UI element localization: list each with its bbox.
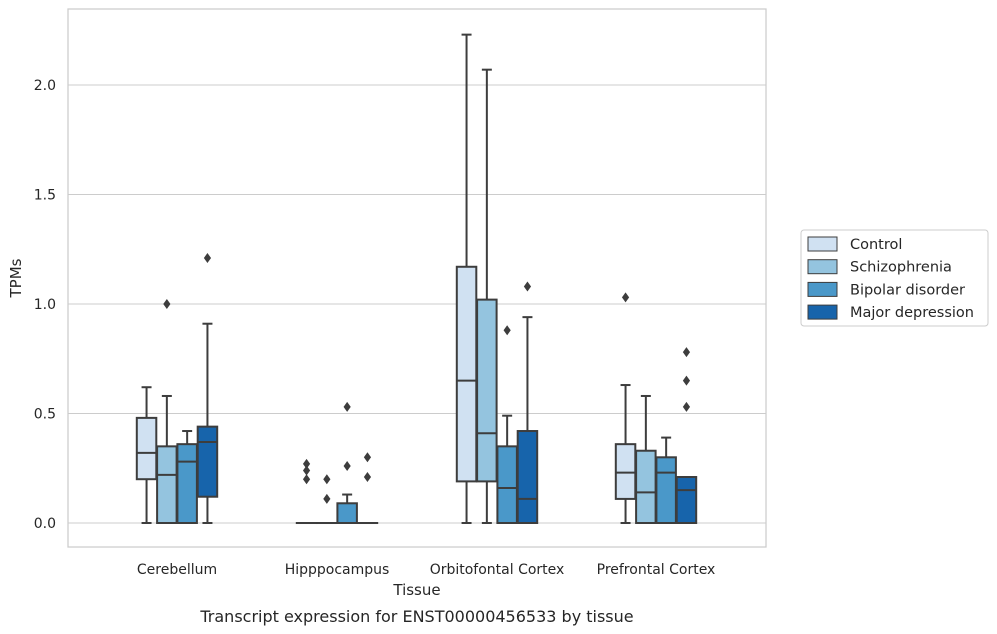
x-tick-label: Hipppocampus [285, 562, 390, 578]
legend-swatch [807, 236, 838, 252]
box-schizophrenia [476, 68, 498, 524]
outlier-point [523, 281, 532, 292]
legend-label: Schizophrenia [850, 260, 952, 276]
outlier-point [343, 461, 351, 472]
box-bipolar-disorder [655, 436, 677, 524]
box-body [196, 425, 219, 498]
x-axis-label: Tissue [392, 581, 440, 599]
outlier-point [203, 253, 212, 264]
box-control [295, 458, 318, 525]
legend-frame [800, 229, 989, 327]
x-tick-label: Orbitofontal Cortex [430, 562, 565, 578]
outlier-point [302, 458, 311, 469]
box-body [135, 416, 158, 481]
box-major-depression [356, 452, 379, 525]
box-body [176, 443, 198, 524]
box-control [614, 292, 637, 524]
box-bipolar-disorder [336, 401, 358, 525]
box-schizophrenia [156, 299, 178, 525]
box-bipolar-disorder [496, 325, 518, 525]
outlier-point [302, 465, 311, 476]
x-tick-labels: Cerebellum Hipppocampus Orbitofontal Corte… [137, 562, 715, 578]
legend-swatch [807, 304, 838, 320]
legend-swatch [807, 281, 838, 297]
outlier-point [682, 347, 691, 358]
y-tick-label: 2.0 [34, 78, 56, 94]
legend-label: Major depression [850, 305, 974, 321]
y-tick-label: 1.0 [34, 297, 56, 313]
outlier-point [682, 401, 691, 412]
box-body [655, 456, 677, 524]
box-major-depression [675, 347, 698, 525]
y-axis-label: TPMs [7, 258, 25, 298]
box-control [455, 33, 478, 524]
box-body [614, 443, 637, 500]
outlier-point [302, 474, 311, 485]
outlier-point [343, 401, 351, 412]
y-tick-label: 0.5 [34, 407, 56, 423]
legend-label: Bipolar disorder [850, 282, 965, 298]
y-tick-labels: 0.0 0.5 1.0 1.5 2.0 [34, 78, 56, 532]
y-tick-label: 1.5 [34, 188, 56, 204]
legend-swatch [807, 259, 838, 275]
box-body [635, 449, 657, 525]
outlier-point [323, 493, 331, 504]
outlier-point [163, 299, 171, 309]
legend-label: Control [850, 237, 902, 253]
box-body [675, 476, 698, 525]
box-body [336, 502, 358, 525]
box-schizophrenia [635, 394, 657, 525]
box-body [496, 445, 518, 525]
outlier-point [363, 452, 372, 463]
outlier-point [621, 292, 630, 303]
plot-frame [67, 8, 767, 548]
y-tick-label: 0.0 [34, 516, 56, 532]
outlier-point [682, 375, 691, 386]
box-body [156, 445, 178, 525]
outlier-point [363, 472, 372, 483]
x-tick-label: Prefrontal Cortex [597, 562, 716, 578]
outlier-point [323, 474, 331, 485]
box-major-depression [516, 281, 539, 524]
box-control [135, 386, 158, 524]
box-bipolar-disorder [176, 430, 198, 524]
box-major-depression [196, 253, 219, 524]
box-body [455, 265, 478, 483]
x-tick-label: Cerebellum [137, 562, 217, 578]
outlier-point [503, 325, 511, 336]
boxes [135, 33, 698, 525]
box-body [476, 298, 498, 483]
box-schizophrenia [316, 474, 338, 525]
legend: Control Schizophrenia Bipolar disorder Majo… [800, 229, 989, 327]
box-body [516, 430, 539, 524]
chart-caption: Transcript expression for ENST0000045653… [199, 607, 633, 626]
